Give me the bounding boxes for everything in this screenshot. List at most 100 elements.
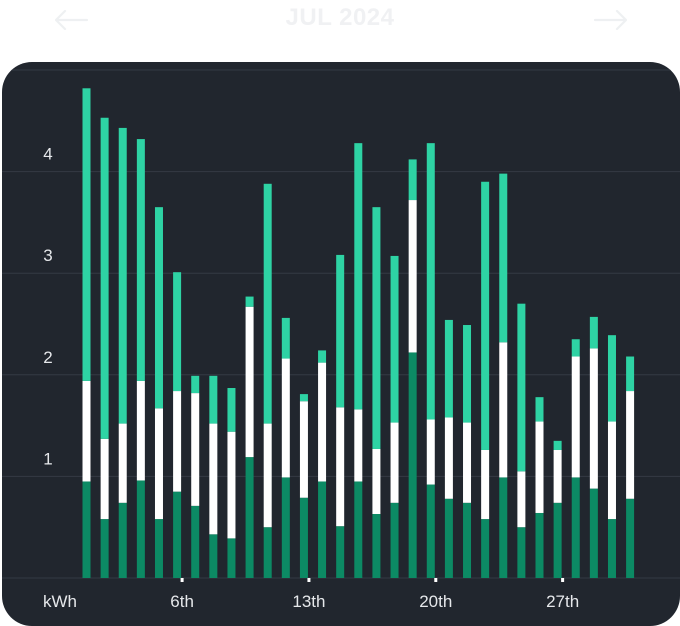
bar-segment-2 [263, 423, 272, 528]
bar-segment-2 [245, 306, 254, 458]
bar-day-4[interactable] [136, 139, 145, 578]
arrow-right-icon[interactable] [592, 6, 632, 34]
bar-segment-3 [589, 316, 598, 349]
y-tick-label: 4 [43, 145, 52, 164]
bar-segment-2 [227, 431, 236, 539]
bar-day-1[interactable] [82, 88, 91, 578]
x-tick-label: 20th [419, 592, 452, 611]
bar-day-28[interactable] [571, 339, 580, 578]
bar-segment-2 [571, 356, 580, 478]
bar-segment-3 [263, 183, 272, 424]
bar-segment-1 [263, 527, 272, 578]
bar-day-13[interactable] [299, 394, 308, 578]
bar-day-2[interactable] [100, 117, 109, 578]
y-axis-unit-label: kWh [43, 592, 77, 611]
bar-segment-2 [336, 407, 345, 527]
bar-day-11[interactable] [263, 183, 272, 578]
bar-segment-2 [281, 358, 290, 478]
bar-day-18[interactable] [390, 255, 399, 578]
bar-segment-1 [136, 480, 145, 578]
bar-segment-2 [154, 408, 163, 520]
bar-segment-3 [463, 325, 472, 423]
bar-segment-2 [118, 423, 127, 503]
bar-segment-1 [408, 352, 417, 578]
bar-segment-2 [209, 423, 218, 535]
bar-segment-3 [607, 335, 616, 422]
month-title: JUL 2024 [285, 4, 395, 31]
energy-usage-chart: 12345kWh6th13th20th27th [2, 69, 680, 611]
bar-segment-1 [372, 513, 381, 578]
bar-segment-2 [535, 421, 544, 513]
bar-segment-1 [299, 497, 308, 578]
bar-segment-2 [463, 422, 472, 503]
bar-day-17[interactable] [372, 207, 381, 578]
bar-segment-1 [499, 477, 508, 578]
bar-segment-1 [82, 481, 91, 578]
x-tick-label: 27th [546, 592, 579, 611]
bar-segment-3 [281, 317, 290, 359]
bar-day-25[interactable] [517, 303, 526, 578]
x-tick-label: 13th [292, 592, 325, 611]
bar-day-14[interactable] [318, 350, 327, 578]
bar-day-19[interactable] [408, 159, 417, 578]
bar-day-16[interactable] [354, 143, 363, 578]
bar-day-8[interactable] [209, 375, 218, 578]
bar-segment-1 [390, 502, 399, 578]
bar-day-15[interactable] [336, 254, 345, 578]
bar-segment-1 [209, 534, 218, 578]
bar-segment-2 [481, 449, 490, 520]
bar-segment-1 [571, 477, 580, 578]
bar-segment-1 [607, 519, 616, 578]
bar-segment-2 [173, 391, 182, 492]
bar-segment-3 [191, 375, 200, 394]
bar-segment-1 [281, 477, 290, 578]
bar-day-27[interactable] [553, 440, 562, 578]
bar-segment-1 [589, 488, 598, 578]
bar-day-9[interactable] [227, 388, 236, 578]
bar-segment-1 [100, 519, 109, 578]
bar-segment-1 [227, 538, 236, 578]
bar-day-3[interactable] [118, 127, 127, 578]
bar-segment-2 [100, 438, 109, 520]
bar-day-21[interactable] [444, 319, 453, 578]
bar-segment-1 [191, 505, 200, 578]
bar-day-26[interactable] [535, 397, 544, 578]
bar-segment-1 [553, 502, 562, 578]
bar-day-22[interactable] [463, 325, 472, 578]
bar-day-29[interactable] [589, 316, 598, 578]
header: JUL 2024 [0, 0, 680, 44]
bar-day-12[interactable] [281, 317, 290, 578]
bar-segment-3 [173, 272, 182, 392]
x-tick-label: 6th [170, 592, 194, 611]
bar-segment-3 [318, 350, 327, 363]
x-tick-mark [561, 578, 565, 582]
x-tick-marks [180, 578, 565, 582]
bar-day-6[interactable] [173, 272, 182, 578]
bar-segment-3 [426, 143, 435, 420]
bar-segment-2 [499, 342, 508, 478]
bar-day-23[interactable] [481, 181, 490, 578]
bar-segment-1 [336, 526, 345, 578]
bar-day-20[interactable] [426, 143, 435, 578]
bar-segment-2 [553, 449, 562, 503]
bar-segment-3 [481, 181, 490, 450]
bar-segment-2 [589, 348, 598, 489]
bar-segment-1 [245, 457, 254, 578]
bar-day-10[interactable] [245, 296, 254, 578]
bar-day-30[interactable] [607, 335, 616, 578]
arrow-left-icon[interactable] [50, 6, 90, 34]
bar-segment-2 [299, 401, 308, 498]
bars [82, 88, 635, 578]
bar-segment-2 [408, 200, 417, 353]
bar-day-5[interactable] [154, 207, 163, 578]
bar-day-31[interactable] [626, 356, 635, 578]
bar-segment-1 [118, 502, 127, 578]
bar-segment-3 [82, 88, 91, 381]
bar-day-7[interactable] [191, 375, 200, 578]
bar-segment-2 [444, 417, 453, 499]
x-tick-mark [307, 578, 311, 582]
bar-segment-2 [318, 362, 327, 482]
axis-labels: 12345kWh6th13th20th27th [43, 145, 579, 611]
bar-day-24[interactable] [499, 173, 508, 578]
bar-segment-1 [426, 484, 435, 578]
